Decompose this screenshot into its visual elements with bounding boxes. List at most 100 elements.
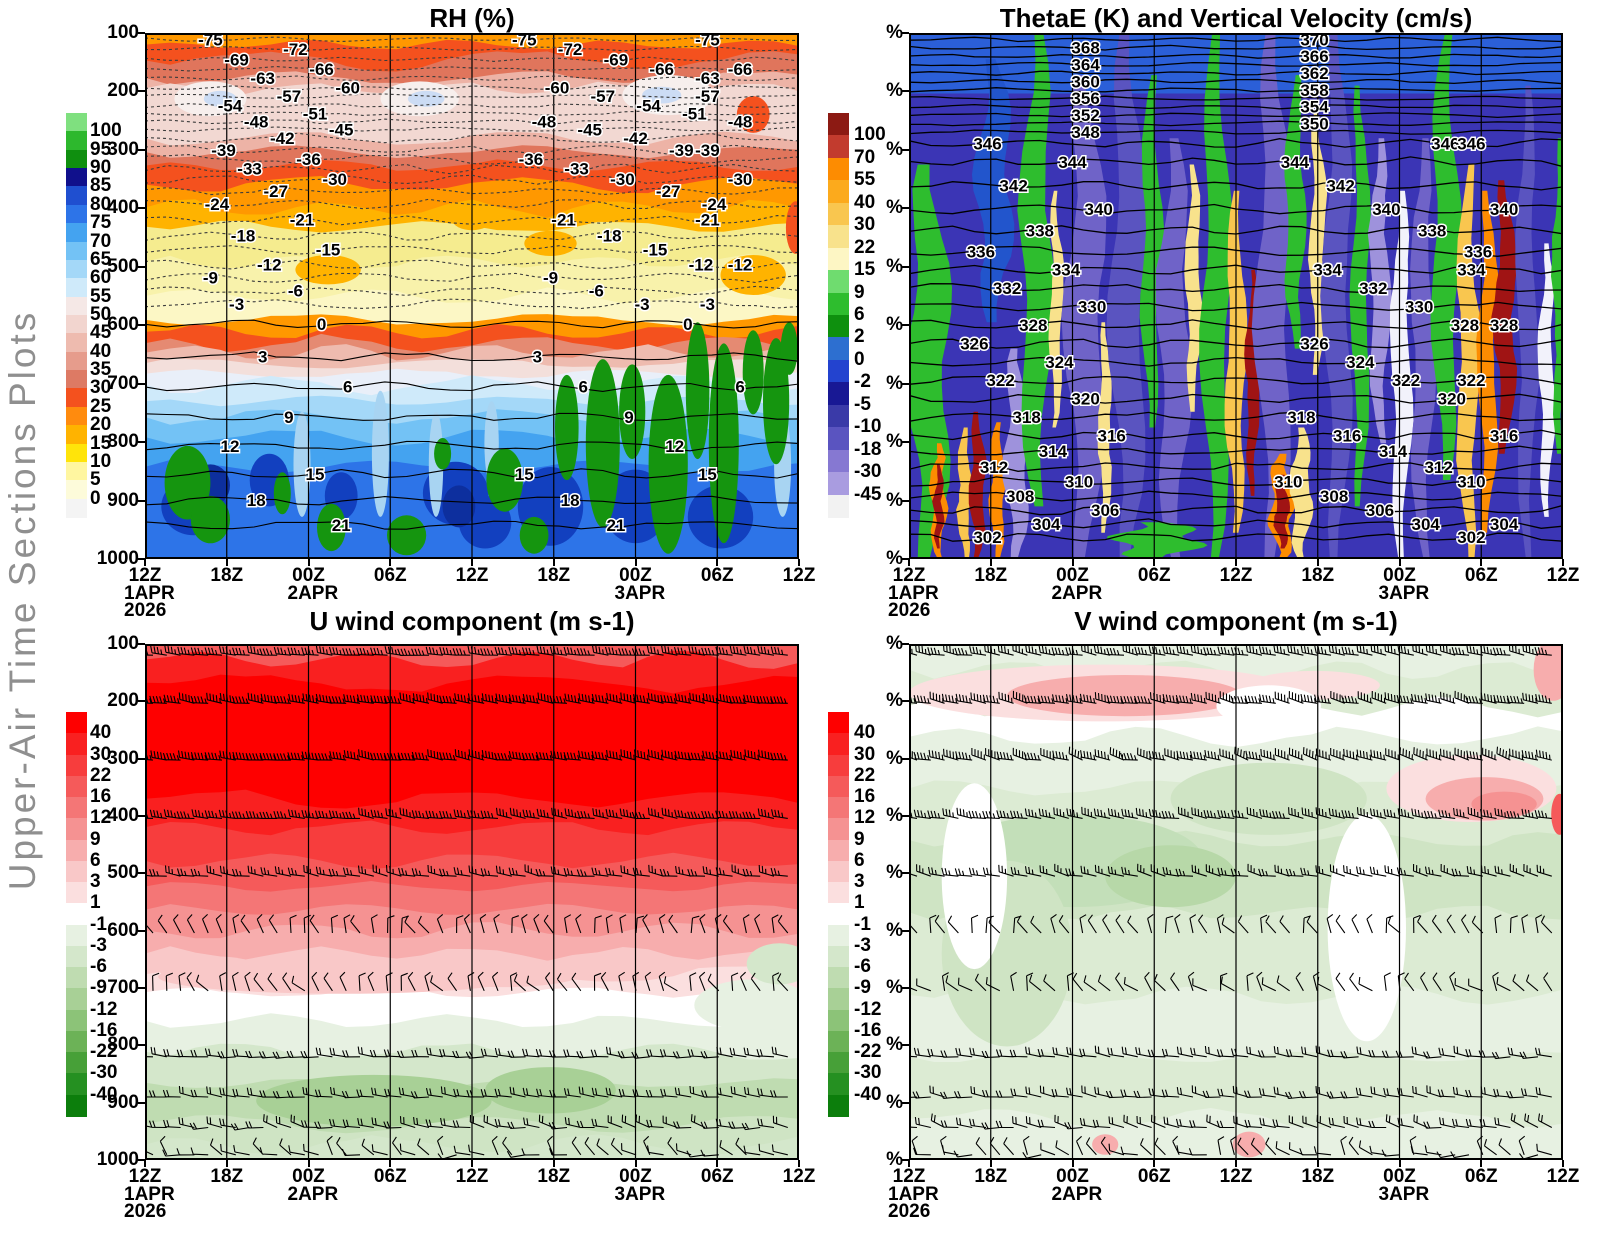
svg-text:-15: -15 — [643, 241, 668, 260]
svg-text:354: 354 — [1300, 98, 1329, 117]
v-x-tick-label: 06Z — [1464, 1166, 1498, 1187]
svg-text:-75: -75 — [695, 33, 720, 49]
svg-text:-6: -6 — [288, 282, 303, 301]
u-x-tick-label: 12Z — [455, 1166, 489, 1187]
svg-text:328: 328 — [1490, 316, 1518, 335]
svg-text:-39: -39 — [211, 141, 236, 160]
rh-colorbar-swatch — [66, 443, 87, 463]
svg-text:350: 350 — [1300, 115, 1328, 134]
rh-y-tick-label: 700 — [107, 372, 139, 394]
th-colorbar-label: 2 — [854, 326, 865, 348]
u-colorbar-swatch — [66, 712, 87, 734]
th-x-tick-label: 12Z — [892, 565, 926, 586]
rh-y-tick — [138, 382, 145, 385]
v-x-tick-label: 18Z — [974, 1166, 1008, 1187]
v-colorbar-label: -3 — [854, 934, 871, 956]
u-colorbar-label: 9 — [90, 828, 101, 850]
svg-text:6: 6 — [578, 378, 587, 397]
th-colorbar-label: -45 — [854, 483, 882, 505]
th-x-tick-label: 12Z — [1546, 565, 1580, 586]
v-colorbar-label: -16 — [854, 1019, 882, 1041]
v-x-tick — [1398, 1160, 1401, 1167]
rh-colorbar-label: 100 — [90, 120, 122, 142]
v-x-tick-label: 12Z — [1546, 1166, 1580, 1187]
v-colorbar-label: 22 — [854, 764, 876, 786]
u-colorbar-label: 3 — [90, 871, 101, 893]
v-colorbar-label: 9 — [854, 828, 865, 850]
v-colorbar-swatch — [828, 839, 849, 862]
u-colorbar-label: 1 — [90, 892, 101, 914]
rh-y-tick-label: 900 — [107, 489, 139, 511]
rh-y-tick-label: 300 — [107, 138, 139, 160]
svg-text:326: 326 — [1300, 334, 1328, 353]
th-colorbar-swatch — [828, 270, 849, 294]
u-date-label: 3APR — [614, 1184, 666, 1205]
v-colorbar-label: 30 — [854, 743, 876, 765]
th-y-tick-label: % — [886, 548, 903, 569]
rh-colorbar-swatch — [66, 241, 87, 261]
svg-text:21: 21 — [332, 516, 351, 535]
v-y-tick-label: % — [886, 1149, 903, 1170]
u-colorbar-swatch — [66, 1009, 87, 1032]
svg-text:318: 318 — [1287, 408, 1315, 427]
svg-text:-69: -69 — [604, 50, 629, 69]
svg-text:308: 308 — [1006, 487, 1034, 506]
svg-text:306: 306 — [1366, 501, 1394, 520]
th-y-tick-label: % — [886, 314, 903, 336]
svg-text:-60: -60 — [545, 79, 570, 98]
svg-text:15: 15 — [306, 465, 325, 484]
rh-x-tick-label: 00Z — [292, 565, 325, 586]
svg-text:362: 362 — [1300, 64, 1328, 83]
v-colorbar-label: -12 — [854, 998, 882, 1020]
svg-text:342: 342 — [1326, 177, 1354, 196]
rh-colorbar-label: 50 — [90, 304, 112, 325]
svg-text:-3: -3 — [229, 295, 244, 314]
svg-text:-51: -51 — [682, 105, 707, 124]
svg-text:-45: -45 — [577, 120, 602, 139]
svg-text:316: 316 — [1333, 426, 1361, 445]
svg-text:9: 9 — [624, 408, 633, 427]
svg-text:370: 370 — [1300, 33, 1328, 49]
svg-text:334: 334 — [1052, 261, 1081, 280]
rh-colorbar-label: 90 — [90, 157, 112, 179]
u-y-tick-label: 1000 — [96, 1149, 139, 1170]
v-colorbar-label: 1 — [854, 892, 865, 914]
svg-text:18: 18 — [561, 491, 580, 510]
v-colorbar-swatch — [828, 1073, 849, 1096]
v-colorbar-swatch — [828, 967, 849, 990]
rh-date-label: 1APR — [124, 583, 175, 604]
u-x-tick — [307, 1160, 310, 1167]
svg-text:-18: -18 — [597, 227, 622, 246]
svg-text:-27: -27 — [656, 182, 681, 201]
svg-text:-75: -75 — [198, 33, 223, 49]
svg-text:0: 0 — [683, 315, 692, 334]
svg-text:318: 318 — [1013, 408, 1041, 427]
svg-text:-57: -57 — [591, 87, 616, 106]
svg-text:302: 302 — [973, 528, 1001, 547]
svg-text:310: 310 — [1274, 473, 1302, 492]
u-x-tick-label: 06Z — [700, 1166, 734, 1187]
u-colorbar-label: -6 — [90, 956, 107, 978]
svg-text:-66: -66 — [309, 60, 334, 79]
v-date-label: 2APR — [1051, 1184, 1103, 1205]
svg-text:304: 304 — [1032, 515, 1061, 534]
v-x-tick-label: 12Z — [892, 1166, 926, 1187]
svg-text:336: 336 — [967, 242, 995, 261]
v-colorbar-swatch — [828, 882, 849, 904]
rh-x-tick — [471, 559, 473, 566]
th-colorbar-swatch — [828, 225, 849, 249]
rh-x-tick — [307, 559, 310, 566]
u-x-tick — [471, 1160, 473, 1167]
svg-text:340: 340 — [1372, 200, 1400, 219]
rh-colorbar-swatch — [66, 370, 87, 390]
u-x-tick-label: 12Z — [128, 1166, 162, 1187]
panel-title-v-wind: V wind component (m s-1) — [1074, 606, 1398, 636]
svg-text:310: 310 — [1457, 473, 1485, 492]
th-x-tick — [1235, 559, 1237, 566]
svg-text:328: 328 — [1451, 316, 1479, 335]
u-colorbar-label: 30 — [90, 743, 112, 765]
rh-y-tick — [138, 148, 145, 151]
v-colorbar-swatch — [828, 924, 849, 947]
rh-colorbar-label: 25 — [90, 395, 112, 417]
